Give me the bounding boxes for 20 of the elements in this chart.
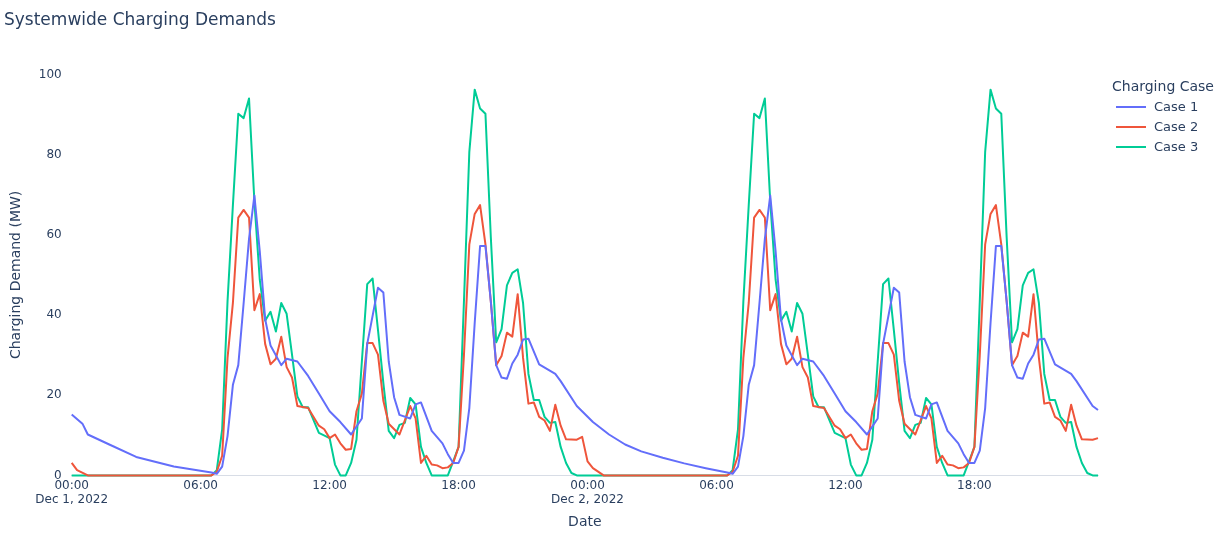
legend-label: Case 2: [1154, 119, 1199, 134]
x-tick-label: 18:00: [957, 477, 992, 492]
x-tick-label: 12:00: [828, 477, 863, 492]
x-tick-label: 06:00: [183, 477, 218, 492]
y-tick-label: 20: [46, 387, 62, 402]
x-tick-label: 18:00: [441, 477, 476, 492]
legend-label: Case 1: [1154, 99, 1199, 114]
y-tick-label: 100: [38, 66, 62, 81]
x-tick-label: 06:00: [699, 477, 734, 492]
legend-label: Case 3: [1154, 139, 1199, 154]
y-tick-label: 40: [46, 307, 62, 322]
legend-title: Charging Case: [1112, 78, 1214, 94]
y-axis-title: Charging Demand (MW): [7, 190, 24, 360]
x-tick-label: 00:00 Dec 1, 2022: [35, 477, 109, 507]
chart-title: Systemwide Charging Demands: [4, 8, 276, 29]
y-tick-label: 60: [46, 226, 62, 241]
x-tick-label: 00:00 Dec 2, 2022: [551, 477, 624, 507]
y-tick-label: 80: [46, 146, 62, 161]
x-tick-label: 12:00: [312, 477, 347, 492]
x-axis-title: Date: [568, 513, 602, 530]
